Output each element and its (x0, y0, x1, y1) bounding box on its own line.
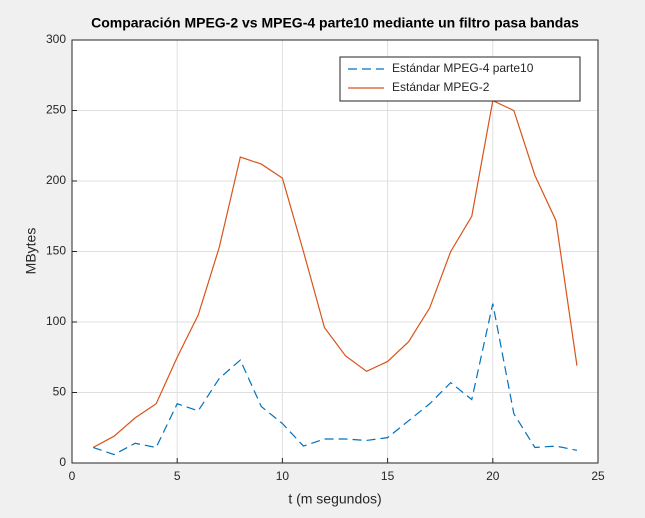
legend-label: Estándar MPEG-2 (392, 80, 490, 94)
legend-label: Estándar MPEG-4 parte10 (392, 61, 534, 75)
axes-box (71, 39, 599, 464)
x-tick-label: 0 (69, 469, 76, 483)
y-tick-label: 0 (59, 455, 66, 469)
y-tick-label: 250 (46, 103, 66, 117)
y-tick-label: 100 (46, 314, 66, 328)
x-tick-label: 15 (381, 469, 395, 483)
y-axis-label: MBytes (23, 228, 39, 275)
x-tick-label: 10 (276, 469, 290, 483)
x-tick-label: 20 (486, 469, 500, 483)
series-line (92, 99, 578, 449)
y-tick-label: 150 (46, 244, 66, 258)
y-tick-label: 50 (53, 385, 67, 399)
x-tick-label: 25 (591, 469, 605, 483)
y-tick-label: 200 (46, 173, 66, 187)
legend-box (339, 56, 581, 102)
x-tick-label: 5 (174, 469, 181, 483)
chart-title: Comparación MPEG-2 vs MPEG-4 parte10 med… (91, 15, 579, 31)
y-tick-label: 300 (46, 32, 66, 46)
x-axis-label: t (m segundos) (288, 491, 381, 507)
